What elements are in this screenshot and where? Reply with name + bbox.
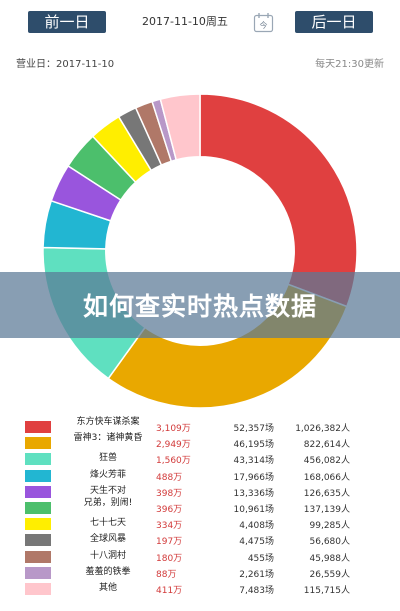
audience-count: 115,715人 bbox=[303, 586, 350, 596]
movie-name: 七十七天 bbox=[89, 518, 126, 529]
show-count: 4,475场 bbox=[239, 537, 274, 548]
movie-name: 天生不对 bbox=[89, 485, 126, 496]
box-office-value: 396万 bbox=[156, 505, 183, 515]
box-office-value: 180万 bbox=[156, 553, 183, 564]
calendar-icon[interactable]: 今 bbox=[253, 12, 274, 33]
show-count: 455场 bbox=[247, 553, 274, 564]
show-count: 52,357场 bbox=[233, 424, 275, 434]
donut-slice-10 bbox=[159, 93, 201, 161]
box-office-value: 2,949万 bbox=[156, 440, 191, 451]
show-count: 43,314场 bbox=[233, 456, 275, 467]
legend-row: 羞羞的铁拳 88万 2,261场 26,559人 bbox=[0, 564, 400, 580]
movie-name: 其他 bbox=[98, 583, 117, 593]
legend-row: 全球风暴 197万 4,475场 56,680人 bbox=[0, 531, 400, 547]
audience-count: 822,614人 bbox=[303, 440, 350, 451]
audience-count: 45,988人 bbox=[309, 553, 351, 564]
current-date: 2017-11-10周五 bbox=[142, 15, 228, 28]
box-office-value: 3,109万 bbox=[156, 424, 191, 434]
legend-swatch bbox=[25, 550, 51, 563]
movie-name: 东方快车谋杀案 bbox=[76, 417, 140, 427]
movie-name: 雷神3：诸神黄昏 bbox=[73, 433, 143, 444]
show-count: 2,261场 bbox=[239, 569, 274, 580]
legend-row: 雷神3：诸神黄昏 2,949万 46,195场 822,614人 bbox=[0, 433, 400, 451]
audience-count: 126,635人 bbox=[303, 488, 350, 499]
calendar-today-label: 今 bbox=[260, 20, 268, 30]
legend-swatch bbox=[25, 437, 51, 450]
legend-swatch bbox=[25, 583, 51, 595]
legend-row: 东方快车谋杀案 3,109万 52,357场 1,026,382人 bbox=[0, 417, 400, 434]
movie-name: 十八洞村 bbox=[89, 550, 126, 561]
box-office-value: 1,560万 bbox=[156, 456, 191, 467]
show-count: 7,483场 bbox=[239, 586, 274, 596]
legend-swatch bbox=[25, 453, 51, 466]
audience-count: 456,082人 bbox=[303, 456, 350, 467]
box-office-value: 488万 bbox=[156, 472, 183, 483]
movie-name: 羞羞的铁拳 bbox=[85, 566, 131, 577]
box-office-value: 398万 bbox=[156, 488, 183, 499]
overlay-title: 如何查实时热点数据 bbox=[82, 292, 317, 321]
overlay-banner bbox=[0, 272, 400, 338]
legend-row: 七十七天 334万 4,408场 99,285人 bbox=[0, 515, 400, 531]
box-office-value: 334万 bbox=[156, 521, 183, 532]
audience-count: 1,026,382人 bbox=[295, 424, 350, 434]
movie-name: 烽火芳菲 bbox=[89, 469, 126, 480]
legend-row: 天生不对 398万 13,336场 126,635人 bbox=[0, 483, 400, 499]
movie-name: 狂兽 bbox=[98, 453, 117, 464]
box-office-value: 411万 bbox=[156, 586, 183, 596]
audience-count: 99,285人 bbox=[309, 521, 351, 532]
business-date: 营业日：2017-11-10 bbox=[16, 59, 115, 70]
legend-swatch bbox=[25, 566, 51, 579]
legend-row: 兄弟，别闹! 396万 10,961场 137,139人 bbox=[0, 498, 400, 515]
movie-name: 兄弟，别闹! bbox=[83, 498, 133, 508]
show-count: 4,408场 bbox=[239, 521, 274, 532]
movie-name: 全球风暴 bbox=[89, 534, 126, 545]
box-office-value: 88万 bbox=[156, 569, 177, 580]
next-day-button[interactable]: 后一日 bbox=[295, 11, 373, 33]
audience-count: 26,559人 bbox=[309, 569, 351, 580]
box-office-donut-chart bbox=[42, 93, 358, 409]
audience-count: 168,066人 bbox=[303, 472, 350, 483]
show-count: 17,966场 bbox=[233, 472, 275, 483]
legend-swatch bbox=[25, 534, 51, 547]
legend-row: 狂兽 1,560万 43,314场 456,082人 bbox=[0, 450, 400, 466]
legend-swatch bbox=[25, 421, 51, 433]
audience-count: 56,680人 bbox=[309, 537, 351, 548]
audience-count: 137,139人 bbox=[303, 505, 350, 515]
show-count: 13,336场 bbox=[233, 488, 275, 499]
legend-row: 十八洞村 180万 455场 45,988人 bbox=[0, 548, 400, 564]
show-count: 46,195场 bbox=[233, 440, 275, 451]
legend-row: 其他 411万 7,483场 115,715人 bbox=[0, 580, 400, 596]
legend-swatch bbox=[25, 469, 51, 482]
legend-swatch bbox=[25, 502, 51, 514]
update-note: 每天21:30更新 bbox=[315, 59, 384, 70]
legend-swatch bbox=[25, 485, 51, 498]
box-office-value: 197万 bbox=[156, 537, 183, 548]
legend-row: 烽火芳菲 488万 17,966场 168,066人 bbox=[0, 467, 400, 483]
prev-day-button[interactable]: 前一日 bbox=[28, 11, 106, 33]
show-count: 10,961场 bbox=[233, 505, 275, 515]
legend-swatch bbox=[25, 518, 51, 531]
